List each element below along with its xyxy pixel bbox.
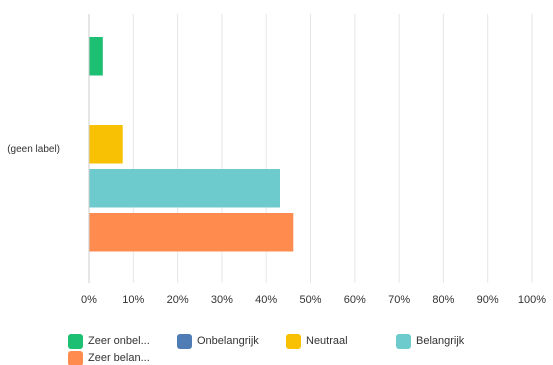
x-tick-label: 0%	[81, 294, 97, 306]
x-tick-label: 10%	[122, 294, 144, 306]
legend-swatch	[68, 350, 83, 365]
legend-label: Onbelangrijk	[197, 335, 259, 347]
legend-label: Belangrijk	[416, 335, 465, 347]
x-tick-label: 80%	[432, 294, 454, 306]
legend-label: Zeer onbel...	[88, 335, 150, 347]
axis-labels: 0% 10% 20% 30% 40% 50% 60% 70% 80% 90% 100% (geen l…	[7, 144, 546, 306]
legend-label: Zeer belan...	[88, 352, 150, 364]
x-tick-label: 30%	[211, 294, 233, 306]
legend-item: Onbelangrijk	[177, 333, 259, 349]
x-tick-label: 20%	[167, 294, 189, 306]
x-tick-label: 90%	[477, 294, 499, 306]
bar-1	[89, 37, 103, 76]
x-tick-label: 50%	[299, 294, 321, 306]
bar-chart: 0% 10% 20% 30% 40% 50% 60% 70% 80% 90% 100% (geen l…	[7, 14, 546, 306]
legend-swatch	[177, 333, 192, 349]
legend-swatch	[286, 333, 301, 349]
legend-swatch	[396, 333, 411, 349]
x-tick-label: 40%	[255, 294, 277, 306]
legend-item: Neutraal	[286, 333, 348, 349]
grid-lines	[132, 14, 533, 283]
x-tick-label: 60%	[344, 294, 366, 306]
legend-item: Zeer belan...	[68, 350, 150, 365]
x-tick-label: 100%	[518, 294, 546, 306]
legend-swatch	[68, 333, 83, 349]
bar-3	[89, 125, 123, 164]
legend-label: Neutraal	[306, 335, 348, 347]
legend-item: Zeer onbel...	[68, 333, 150, 349]
legend: Zeer onbel... Onbelangrijk Neutraal Belangr…	[68, 333, 548, 365]
category-label: (geen label)	[7, 144, 60, 155]
bar-4	[89, 169, 280, 208]
x-tick-label: 70%	[388, 294, 410, 306]
bars	[89, 37, 294, 252]
bar-5	[89, 213, 294, 252]
legend-item: Belangrijk	[396, 333, 464, 349]
